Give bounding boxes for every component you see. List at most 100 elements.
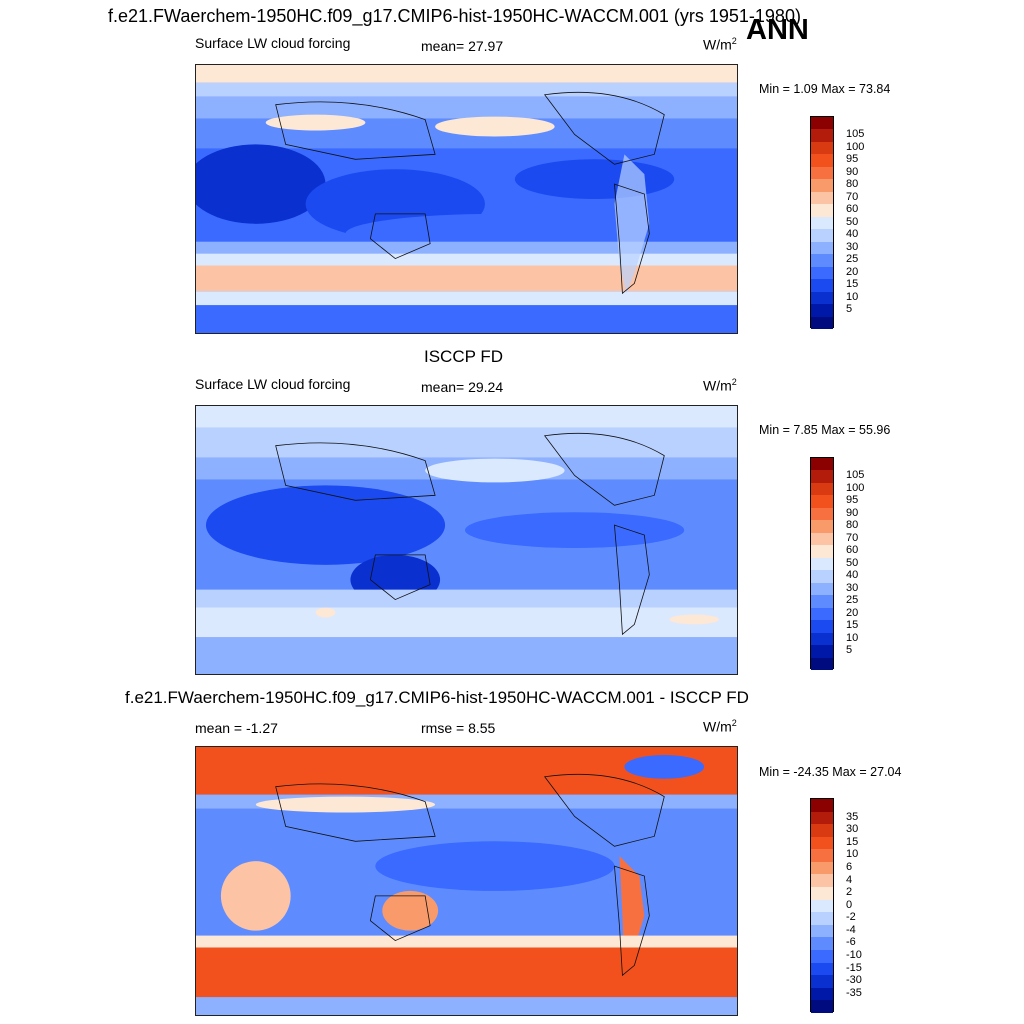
panel1-colorbar-tick: 15 bbox=[846, 278, 859, 291]
panel2-colorbar-swatch bbox=[811, 520, 833, 533]
panel2-colorbar-tick: 105 bbox=[846, 469, 865, 482]
panel1-colorbar-swatch bbox=[811, 129, 833, 142]
panel2-field: Surface LW cloud forcing bbox=[195, 376, 351, 392]
panel3-colorbar-swatch bbox=[811, 899, 833, 913]
panel2-colorbar-tick: 40 bbox=[846, 569, 859, 582]
panel1-colorbar-tick: 100 bbox=[846, 140, 865, 153]
panel2-colorbar-swatch bbox=[811, 507, 833, 521]
panel1-colorbar-tick: 5 bbox=[846, 303, 853, 316]
panel3-colorbar-tick: 4 bbox=[846, 873, 853, 886]
panel3-colorbar-swatch bbox=[811, 937, 833, 950]
panel1-colorbar-tick: 20 bbox=[846, 265, 859, 278]
panel2-colorbar-tick: 25 bbox=[846, 594, 859, 607]
panel3-colorbar-swatch bbox=[811, 949, 833, 963]
panel1-minmax: Min = 1.09 Max = 73.84 bbox=[759, 82, 891, 96]
panel2-colorbar-tick: 20 bbox=[846, 606, 859, 619]
panel3-colorbar-swatch bbox=[811, 975, 833, 988]
panel1-field: Surface LW cloud forcing bbox=[195, 35, 351, 51]
panel1-colorbar-swatch bbox=[811, 179, 833, 192]
panel1-colorbar-swatch bbox=[811, 166, 833, 180]
panel2-colorbar-swatch bbox=[811, 545, 833, 558]
panel2-colorbar-swatch bbox=[811, 582, 833, 596]
panel1-colorbar-tick: 40 bbox=[846, 228, 859, 241]
panel2-colorbar-swatch bbox=[811, 458, 833, 471]
panel2-map bbox=[195, 405, 738, 675]
panel2-colorbar-tick: 50 bbox=[846, 556, 859, 569]
panel3-colorbar-tick: 2 bbox=[846, 886, 853, 899]
panel1-colorbar-tick: 25 bbox=[846, 253, 859, 266]
panel2-units: W/m2 bbox=[703, 377, 737, 394]
panel1-colorbar-tick: 10 bbox=[846, 290, 859, 303]
panel1-colorbar-swatch bbox=[811, 291, 833, 305]
panel1-colorbar-swatch bbox=[811, 279, 833, 292]
panel1-colorbar-swatch bbox=[811, 191, 833, 205]
panel3-colorbar-tick: -30 bbox=[846, 974, 862, 987]
panel3-map bbox=[195, 746, 738, 1016]
panel3-colorbar-swatch bbox=[811, 987, 833, 1001]
panel3-colorbar-swatch bbox=[811, 1000, 833, 1013]
panel1-colorbar-swatch bbox=[811, 216, 833, 230]
panel3-colorbar-tick: 30 bbox=[846, 823, 859, 836]
panel2-colorbar-swatch bbox=[811, 482, 833, 496]
panel1-colorbar-tick: 30 bbox=[846, 240, 859, 253]
panel3-colorbar-tick: -35 bbox=[846, 986, 862, 999]
panel1-colorbar-tick: 90 bbox=[846, 165, 859, 178]
panel1-map bbox=[195, 64, 738, 334]
panel1-colorbar-swatch bbox=[811, 117, 833, 130]
panel3-colorbar-tick: -6 bbox=[846, 936, 856, 949]
panel3-colorbar-tick: 35 bbox=[846, 810, 859, 823]
panel3-colorbar-tick: -10 bbox=[846, 949, 862, 962]
panel3-colorbar-tick: 0 bbox=[846, 898, 853, 911]
panel3-colorbar-tick: -15 bbox=[846, 961, 862, 974]
panel3-colorbar-swatch bbox=[811, 874, 833, 888]
panel2-colorbar-tick: 100 bbox=[846, 481, 865, 494]
panel2-colorbar-tick: 80 bbox=[846, 519, 859, 532]
panel3-colorbar-swatch bbox=[811, 912, 833, 925]
panel1-colorbar-swatch bbox=[811, 141, 833, 155]
panel2-colorbar-tick: 5 bbox=[846, 644, 853, 657]
panel1-mean: mean= 27.97 bbox=[421, 38, 504, 54]
panel1-colorbar-tick: 50 bbox=[846, 215, 859, 228]
panel3-colorbar-swatch bbox=[811, 824, 833, 837]
panel3-colorbar-tick: 10 bbox=[846, 848, 859, 861]
panel1-colorbar-swatch bbox=[811, 229, 833, 242]
panel3-colorbar-swatch bbox=[811, 887, 833, 900]
panel1-colorbar-swatch bbox=[811, 241, 833, 255]
panel3-colorbar-swatch bbox=[811, 811, 833, 825]
panel2-colorbar-swatch bbox=[811, 595, 833, 608]
panel1-colorbar-tick: 70 bbox=[846, 190, 859, 203]
panel2-colorbar-tick: 95 bbox=[846, 494, 859, 507]
panel1-colorbar-tick: 80 bbox=[846, 178, 859, 191]
panel3-colorbar-swatch bbox=[811, 924, 833, 938]
panel3-colorbar-swatch bbox=[811, 836, 833, 850]
panel2-colorbar-swatch bbox=[811, 620, 833, 633]
panel2-colorbar-tick: 60 bbox=[846, 544, 859, 557]
panel2-colorbar-swatch bbox=[811, 607, 833, 621]
panel3-colorbar-tick: -2 bbox=[846, 911, 856, 924]
panel1-colorbar-swatch bbox=[811, 304, 833, 317]
panel1-colorbar-tick: 105 bbox=[846, 128, 865, 141]
panel2-colorbar-swatch bbox=[811, 557, 833, 571]
panel3-rmse: rmse = 8.55 bbox=[421, 720, 496, 736]
panel1-colorbar bbox=[810, 116, 834, 329]
panel2-colorbar-swatch bbox=[811, 570, 833, 583]
panel1-colorbar-tick: 95 bbox=[846, 153, 859, 166]
panel1-colorbar-swatch bbox=[811, 254, 833, 267]
panel2-colorbar-tick: 70 bbox=[846, 531, 859, 544]
panel3-colorbar bbox=[810, 798, 834, 1013]
panel2-colorbar-tick: 10 bbox=[846, 631, 859, 644]
panel2-minmax: Min = 7.85 Max = 55.96 bbox=[759, 423, 891, 437]
panel3-units: W/m2 bbox=[703, 718, 737, 735]
panel3-mean: mean = -1.27 bbox=[195, 720, 278, 736]
panel2-colorbar-tick: 15 bbox=[846, 619, 859, 632]
panel3-heading: f.e21.FWaerchem-1950HC.f09_g17.CMIP6-his… bbox=[125, 688, 749, 707]
panel3-colorbar-tick: 15 bbox=[846, 835, 859, 848]
panel3-minmax: Min = -24.35 Max = 27.04 bbox=[759, 765, 902, 779]
panel3-colorbar-swatch bbox=[811, 962, 833, 976]
panel2-colorbar-swatch bbox=[811, 632, 833, 646]
panel1-colorbar-swatch bbox=[811, 154, 833, 167]
panel2-colorbar-tick: 90 bbox=[846, 506, 859, 519]
panel1-colorbar-tick: 60 bbox=[846, 203, 859, 216]
panel1-colorbar-swatch bbox=[811, 204, 833, 217]
panel2-colorbar-swatch bbox=[811, 495, 833, 508]
